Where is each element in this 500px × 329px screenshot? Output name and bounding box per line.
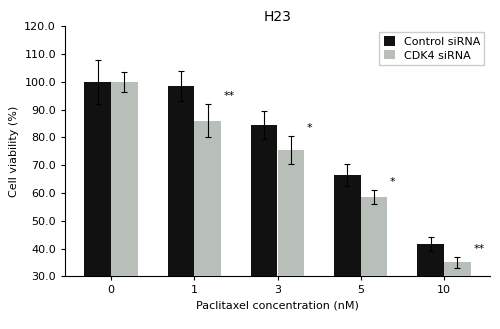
Bar: [334, 175, 361, 276]
Text: *: *: [390, 177, 396, 188]
Bar: [168, 86, 194, 276]
Bar: [444, 263, 470, 276]
Y-axis label: Cell viability (%): Cell viability (%): [8, 106, 18, 197]
Bar: [418, 244, 444, 276]
Legend: Control siRNA, CDK4 siRNA: Control siRNA, CDK4 siRNA: [379, 32, 484, 65]
Bar: [251, 125, 278, 276]
Bar: [111, 82, 138, 276]
Bar: [194, 121, 221, 276]
Text: *: *: [306, 123, 312, 133]
Title: H23: H23: [264, 10, 291, 24]
Bar: [278, 150, 304, 276]
X-axis label: Paclitaxel concentration (nM): Paclitaxel concentration (nM): [196, 301, 359, 311]
Bar: [84, 82, 111, 276]
Bar: [361, 197, 388, 276]
Text: **: **: [224, 91, 234, 101]
Text: **: **: [473, 244, 484, 254]
